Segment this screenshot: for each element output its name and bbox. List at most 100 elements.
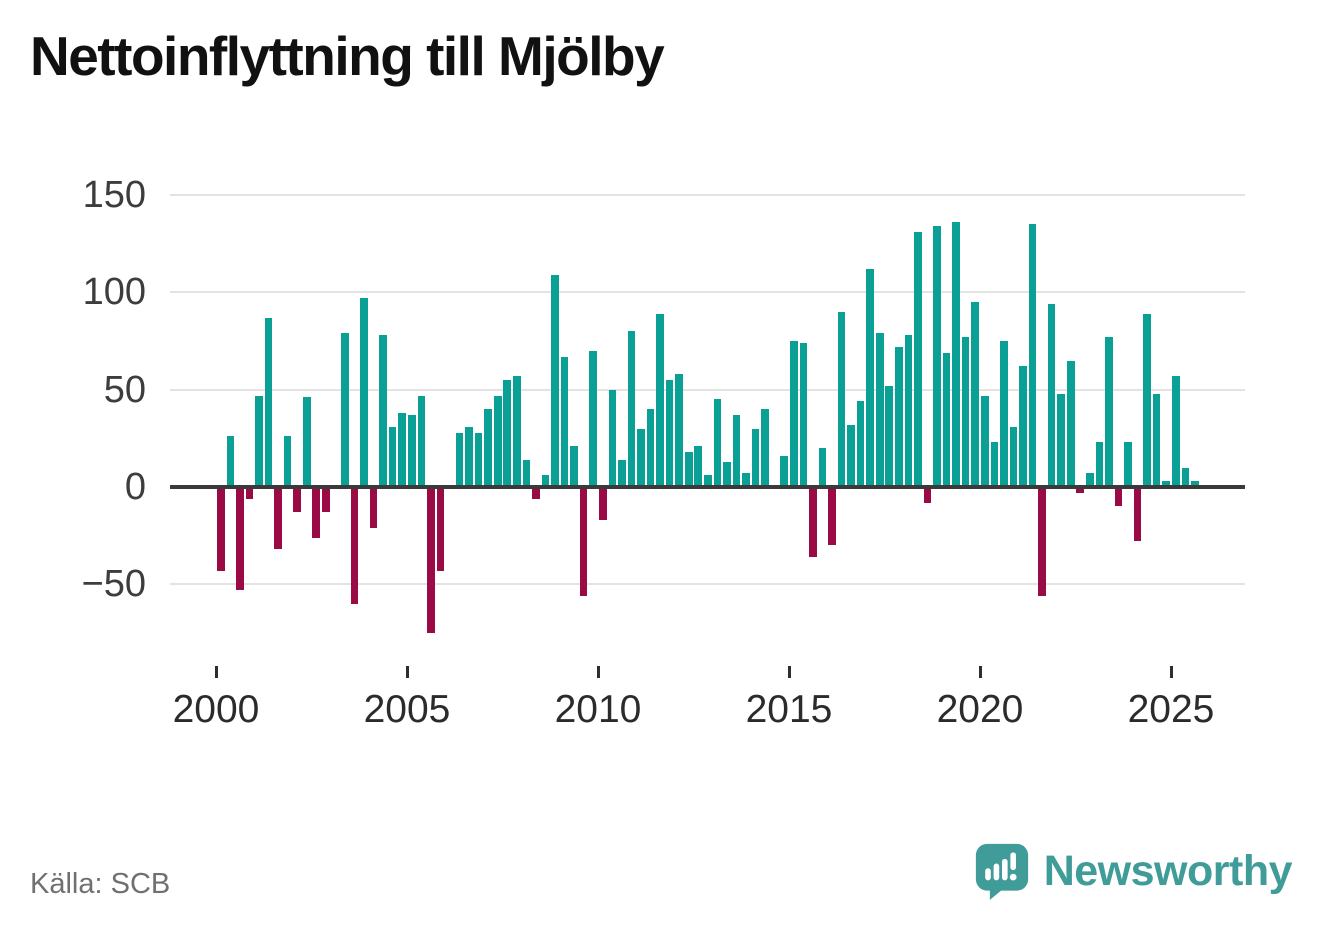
bar — [1095, 442, 1104, 487]
x-axis-tick-label: 2015 — [745, 688, 833, 731]
bar — [1066, 360, 1075, 487]
bar — [427, 487, 435, 633]
bar — [1143, 313, 1151, 487]
bar — [1086, 473, 1094, 487]
bar — [493, 395, 502, 487]
bar — [216, 487, 225, 571]
bar — [226, 436, 235, 487]
bar — [341, 333, 349, 487]
bar — [990, 442, 999, 487]
bar — [952, 222, 960, 487]
y-axis-tick-label: −50 — [81, 563, 146, 606]
bar — [1124, 442, 1132, 487]
bar — [608, 389, 617, 487]
bar — [780, 455, 789, 487]
bar — [1038, 487, 1046, 596]
bar — [417, 395, 426, 487]
bar — [1076, 487, 1085, 493]
bar — [1191, 481, 1199, 487]
y-axis-tick-label: 50 — [103, 368, 146, 411]
bar — [532, 487, 540, 499]
x-axis-tick — [978, 666, 982, 678]
bar — [1152, 393, 1161, 487]
bar — [751, 428, 760, 487]
x-axis-tick-label: 2025 — [1127, 688, 1215, 731]
bar — [350, 487, 359, 604]
bar — [312, 487, 321, 538]
y-axis-tick-label: 150 — [82, 174, 146, 217]
bar — [1181, 467, 1190, 487]
bar — [264, 317, 273, 487]
bar — [637, 428, 645, 487]
source-label: Källa: SCB — [30, 868, 171, 900]
bar — [589, 350, 598, 487]
x-axis-tick — [596, 666, 600, 678]
x-axis-tick-label: 2005 — [363, 688, 451, 731]
gridline — [170, 388, 1245, 391]
newsworthy-wordmark: Newsworthy — [1043, 846, 1293, 895]
bar — [713, 399, 722, 487]
bar — [302, 397, 311, 487]
bar — [1028, 224, 1037, 487]
bar — [293, 487, 301, 513]
bar — [761, 409, 769, 487]
bar — [856, 401, 865, 487]
bar — [665, 379, 674, 487]
x-axis-tick-label: 2010 — [554, 688, 642, 731]
bar — [255, 395, 263, 487]
x-axis-tick-label: 2020 — [936, 688, 1024, 731]
bar — [274, 487, 282, 550]
bar — [971, 302, 980, 487]
bar — [646, 409, 655, 487]
bar — [407, 414, 416, 487]
bar — [1000, 341, 1008, 487]
bar — [455, 432, 464, 487]
chart-title: Nettoinflyttning till Mjölby — [30, 25, 665, 87]
bar — [885, 385, 894, 487]
bar — [961, 337, 970, 487]
gridline — [170, 291, 1245, 294]
bar — [723, 461, 731, 487]
bar — [1171, 376, 1180, 487]
bar — [1019, 366, 1027, 487]
zero-axis-line — [170, 485, 1245, 489]
x-axis-tick — [1169, 666, 1173, 678]
bar — [474, 432, 483, 487]
bar — [388, 426, 397, 487]
x-axis-tick — [214, 666, 218, 678]
bar — [942, 352, 951, 487]
bar — [522, 459, 531, 487]
x-axis-tick-label: 2000 — [172, 688, 260, 731]
bar — [980, 395, 989, 487]
gridline — [170, 583, 1245, 586]
bar — [551, 274, 559, 487]
bar — [933, 226, 941, 487]
bar — [656, 313, 664, 487]
bar — [789, 341, 798, 487]
bar — [1057, 393, 1065, 487]
bar — [503, 379, 512, 487]
bar — [694, 446, 703, 487]
x-axis-tick — [405, 666, 409, 678]
newsworthy-logo: Newsworthy — [974, 842, 1293, 900]
bar — [1105, 337, 1113, 487]
bar — [541, 475, 550, 487]
bar — [1162, 481, 1171, 487]
bar — [818, 448, 827, 487]
bar — [598, 487, 607, 521]
bar — [799, 342, 808, 487]
bar — [360, 298, 368, 487]
x-axis-tick — [787, 666, 791, 678]
bar — [904, 335, 913, 487]
bar — [322, 487, 330, 513]
bar — [1114, 487, 1123, 507]
gridline — [170, 194, 1245, 197]
bar — [828, 487, 836, 546]
bar — [245, 487, 254, 499]
bar — [283, 436, 292, 487]
bar — [513, 376, 521, 487]
bar — [1047, 304, 1056, 487]
bar — [704, 475, 712, 487]
bar — [379, 335, 387, 487]
